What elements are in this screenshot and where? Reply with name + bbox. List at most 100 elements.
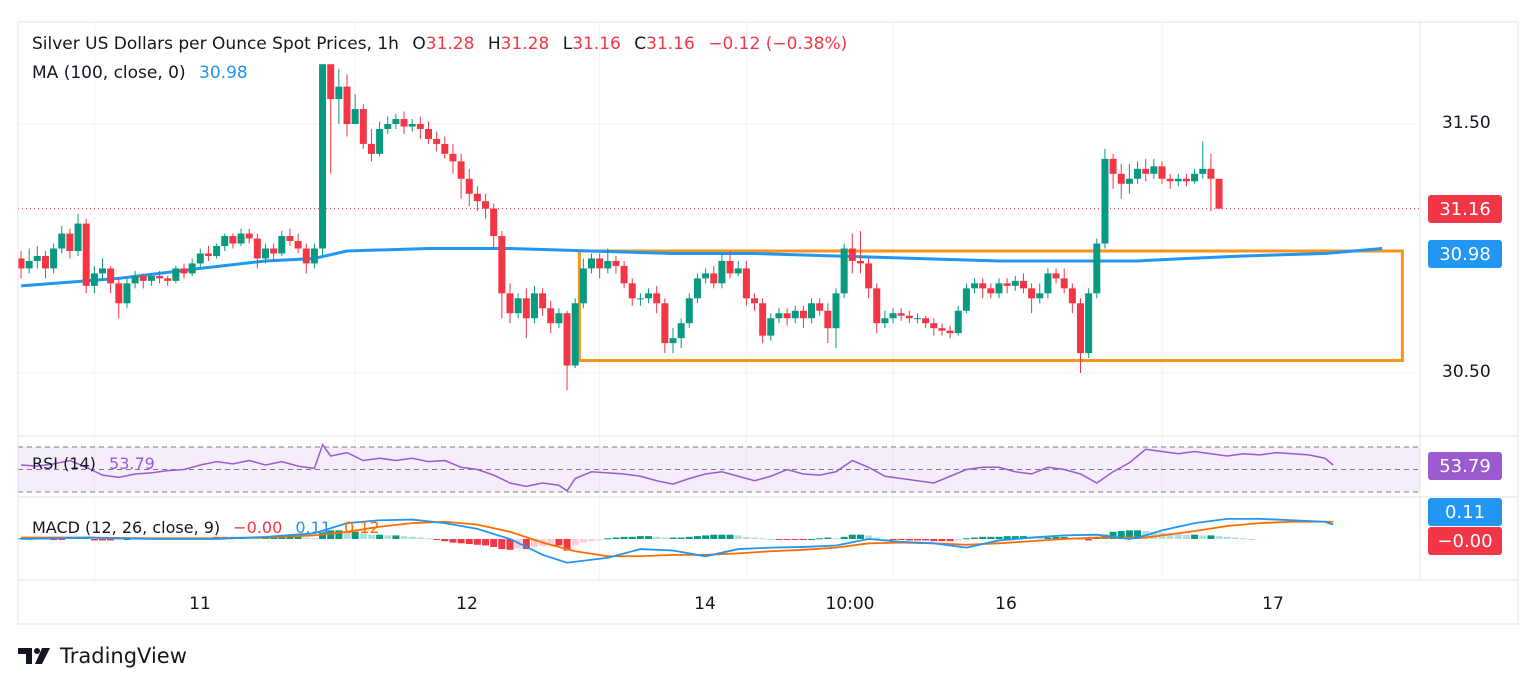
candle-body <box>482 201 490 209</box>
candle <box>628 278 636 306</box>
tradingview-brand[interactable]: TradingView <box>18 644 187 668</box>
candle <box>767 313 775 341</box>
candle <box>270 243 278 261</box>
macd-value-badge: −0.00 <box>1428 527 1502 555</box>
macd-line <box>20 517 1334 564</box>
ma-100-line <box>20 247 1383 288</box>
candle-body <box>799 310 807 319</box>
candle <box>237 228 245 247</box>
candle-body <box>74 223 82 251</box>
candle-body <box>1011 280 1019 286</box>
candle <box>245 228 253 244</box>
symbol-title: Silver US Dollars per Ounce Spot Prices,… <box>32 34 399 54</box>
candle-body <box>677 323 685 339</box>
candle-body <box>588 258 595 269</box>
candle-body <box>319 64 327 249</box>
candle <box>490 203 498 249</box>
candle <box>571 298 579 369</box>
macd-histogram-bar <box>620 536 628 539</box>
candle-body <box>1019 280 1027 289</box>
candle <box>473 186 481 212</box>
candle-body <box>848 248 856 261</box>
candle-body <box>1199 168 1207 174</box>
macd-histogram-bar <box>294 536 302 539</box>
candle-body <box>954 310 962 334</box>
macd-histogram-bar <box>506 539 514 550</box>
ma-legend: MA (100, close, 0) 30.98 <box>32 63 248 83</box>
candle <box>74 213 82 256</box>
macd-histogram-bar <box>1199 535 1207 539</box>
close-label: C <box>634 34 647 54</box>
rsi-legend: RSI (14) 53.79 <box>32 454 155 473</box>
candle-body <box>669 338 677 344</box>
macd-histogram-bar <box>327 530 335 539</box>
candle-body <box>685 298 693 324</box>
candle-body <box>17 258 25 269</box>
candle <box>33 246 41 269</box>
candle <box>742 260 750 306</box>
candle <box>50 243 58 274</box>
candle-body <box>392 119 400 124</box>
candle <box>799 305 807 329</box>
macd-histogram-bar <box>579 539 587 543</box>
candle <box>938 323 946 336</box>
macd-histogram-bar <box>286 536 294 539</box>
candle <box>131 270 139 289</box>
candle <box>677 318 685 349</box>
candle-body <box>1215 178 1223 209</box>
candle <box>335 69 343 124</box>
macd-histogram-bar <box>636 536 644 539</box>
candle <box>930 318 938 336</box>
candle <box>1150 158 1158 179</box>
candle-body <box>449 153 457 162</box>
macd-histogram-bar <box>775 539 783 540</box>
candle <box>791 305 799 324</box>
candle <box>881 310 889 329</box>
candle <box>645 288 653 304</box>
macd-histogram-bar <box>734 535 742 539</box>
x-tick-label: 16 <box>995 594 1017 614</box>
candle <box>514 293 522 319</box>
candle <box>579 258 587 309</box>
macd-histogram-bar <box>302 537 310 539</box>
macd-histogram-bar <box>759 538 767 540</box>
candle-body <box>490 208 498 237</box>
candle-body <box>914 318 921 320</box>
macd-histogram-bar <box>392 535 400 539</box>
candle <box>1125 163 1133 194</box>
candle <box>832 288 840 349</box>
macd-legend-macd: −0.00 <box>233 518 283 537</box>
candle <box>82 218 90 294</box>
y-tick-label: 30.50 <box>1442 362 1491 382</box>
candlestick-series <box>17 64 1223 391</box>
candle-body <box>1174 178 1182 182</box>
candle <box>25 248 33 274</box>
candle-body <box>180 268 188 274</box>
candle-body <box>253 238 261 259</box>
macd-legend-label: MACD (12, 26, close, 9) <box>32 518 221 537</box>
macd-histogram-bar <box>816 538 824 540</box>
candle <box>327 64 335 174</box>
x-tick-label: 14 <box>694 594 716 614</box>
candle <box>180 263 188 279</box>
candle <box>962 283 970 314</box>
candle <box>751 293 758 311</box>
candle <box>302 243 310 274</box>
candle-body <box>25 260 33 269</box>
candle <box>669 328 677 354</box>
macd-legend-hist: 0.12 <box>344 518 380 537</box>
candle <box>498 231 506 319</box>
macd-histogram-bar <box>930 539 938 542</box>
candle-body <box>1052 273 1060 279</box>
candle <box>685 293 693 329</box>
candle <box>865 258 873 299</box>
candle-body <box>262 248 269 259</box>
rsi-panel <box>18 443 1420 493</box>
candle <box>1019 273 1027 294</box>
candle-body <box>1028 288 1036 299</box>
candle-body <box>107 268 115 284</box>
macd-histogram-bar <box>661 537 669 539</box>
candle-body <box>808 303 816 319</box>
candle <box>1044 268 1052 299</box>
